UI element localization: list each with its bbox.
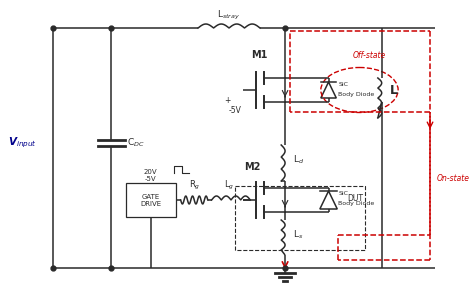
Text: 20V
-5V: 20V -5V (144, 169, 157, 182)
Text: DUT: DUT (347, 194, 364, 203)
Text: C$_{DC}$: C$_{DC}$ (127, 137, 144, 149)
Text: M1: M1 (251, 50, 268, 60)
Text: L: L (390, 83, 397, 96)
Text: Body Diode: Body Diode (338, 91, 374, 96)
Text: On-state: On-state (437, 173, 470, 183)
Text: V$_{input}$: V$_{input}$ (8, 136, 37, 150)
Text: L$_d$: L$_d$ (293, 154, 304, 166)
Text: M2: M2 (245, 162, 261, 172)
Text: SiC: SiC (338, 81, 348, 86)
Text: SiC: SiC (338, 191, 348, 195)
Text: L$_s$: L$_s$ (293, 229, 303, 241)
Bar (126, 183, 176, 217)
Text: L$_g$: L$_g$ (224, 179, 234, 192)
Text: -5V: -5V (228, 105, 241, 115)
Text: Body Diode: Body Diode (338, 200, 374, 205)
Text: L$_{stray}$: L$_{stray}$ (218, 9, 241, 22)
Bar (235, 186, 365, 250)
Text: R$_g$: R$_g$ (189, 179, 200, 192)
Text: Off-state: Off-state (353, 51, 386, 60)
Text: GATE
DRIVE: GATE DRIVE (140, 194, 161, 207)
Text: +: + (224, 96, 230, 104)
